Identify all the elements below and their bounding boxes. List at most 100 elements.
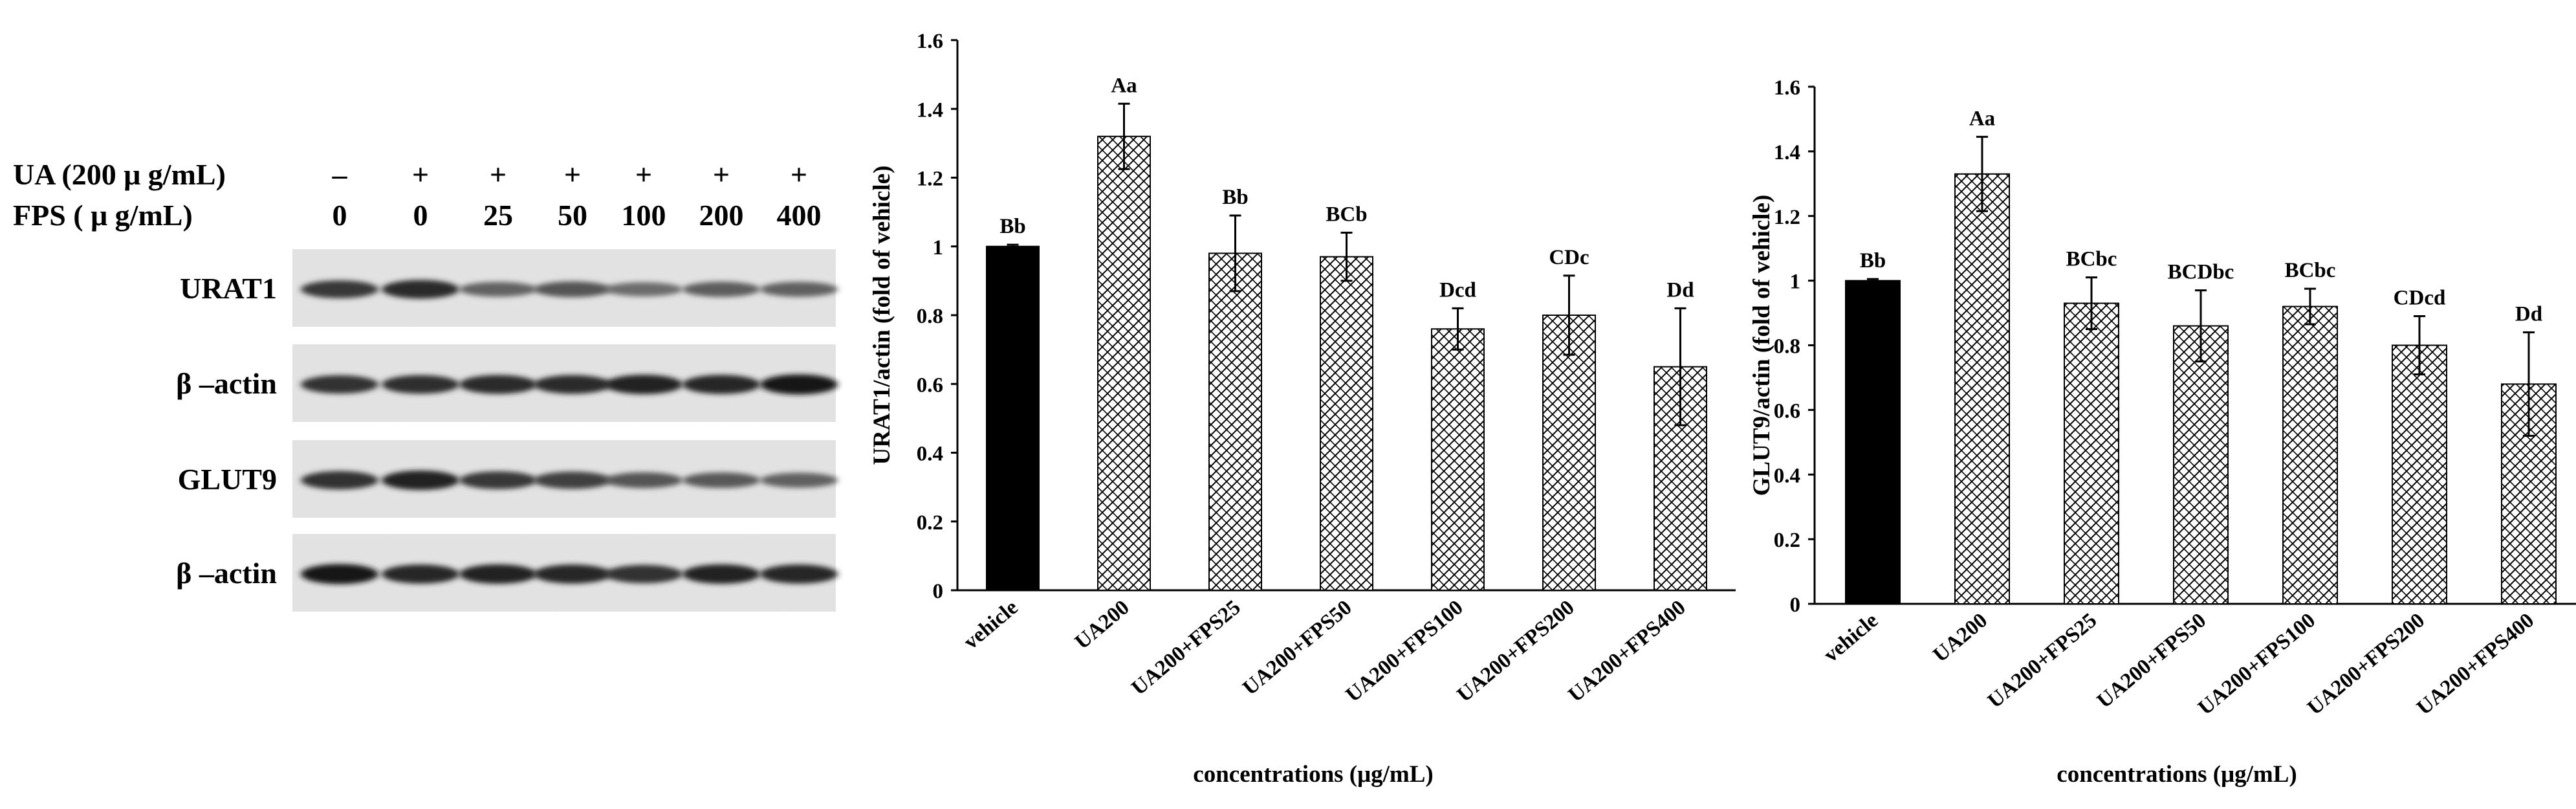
significance-label: BCbc <box>2285 259 2336 282</box>
bar <box>1097 135 1151 591</box>
bar <box>1431 328 1485 591</box>
significance-label: Aa <box>1969 107 1995 130</box>
category-label: UA200+FPS50 <box>2093 609 2210 713</box>
blot-band <box>534 564 611 584</box>
category-label: UA200+FPS400 <box>2412 609 2538 720</box>
blot-panel <box>292 534 838 612</box>
y-axis-title: URAT1/actin (fold of vehicle) <box>869 166 895 465</box>
y-tick-label: 1.2 <box>917 168 943 191</box>
y-tick-label: 0.2 <box>917 511 943 535</box>
blot-panel <box>292 440 838 518</box>
blot-band <box>459 282 537 297</box>
protein-label: URAT1 <box>180 272 277 305</box>
category-label: UA200+FPS25 <box>1983 609 2101 713</box>
bar <box>2064 302 2119 604</box>
protein-label: β –actin <box>176 367 277 400</box>
y-tick-label: 1.4 <box>917 98 943 122</box>
lane-value: 400 <box>777 199 822 232</box>
significance-label: Dcd <box>1439 278 1476 302</box>
blot-band <box>459 375 537 394</box>
category-label: UA200+FPS200 <box>1453 596 1579 707</box>
blot-band <box>760 374 838 395</box>
bar <box>1542 315 1596 591</box>
blot-band <box>760 472 838 488</box>
bar-chart: 0 0.2 0.4 0.6 0.8 1 1.2 1.4 1.6 GLUT9/actin (fold… <box>1749 76 2576 788</box>
blot-band <box>760 564 838 584</box>
lane-value: + <box>490 158 507 191</box>
category-label: UA200+FPS100 <box>1342 596 1468 707</box>
category-label: UA200+FPS400 <box>1564 596 1690 707</box>
blot-band <box>534 281 611 298</box>
blot-band <box>382 280 459 299</box>
bar-charts: 0 0.2 0.4 0.6 0.8 1 1.2 1.4 1.6 URAT1/actin (fold… <box>869 30 2576 788</box>
lane-value: + <box>713 158 730 191</box>
y-tick-label: 1 <box>1790 271 1801 294</box>
condition-label: FPS ( μ g/mL) <box>13 199 193 232</box>
y-tick-label: 0.6 <box>917 373 943 397</box>
significance-label: Dd <box>1666 278 1694 302</box>
significance-label: Aa <box>1111 74 1137 97</box>
y-axis-title: GLUT9/actin (fold of vehicle) <box>1749 195 1775 496</box>
blot-panel <box>292 344 838 422</box>
blot-band <box>382 564 459 584</box>
blot-panel <box>292 249 838 327</box>
significance-label: Bb <box>999 215 1025 238</box>
y-tick-label: 0.4 <box>917 443 943 466</box>
blot-band <box>605 472 682 489</box>
y-tick-label: 1.6 <box>917 30 943 53</box>
y-tick-label: 0.2 <box>1774 529 1800 552</box>
significance-label: Bb <box>1860 249 1886 272</box>
bar <box>1320 256 1373 591</box>
category-label: UA200+FPS50 <box>1238 596 1356 700</box>
significance-label: CDcd <box>2394 287 2446 310</box>
bar <box>2173 325 2229 604</box>
blot-band <box>534 471 611 489</box>
x-axis-title: concentrations (μg/mL) <box>2057 761 2297 788</box>
lane-value: 0 <box>333 199 347 232</box>
blot-band <box>459 471 537 489</box>
lane-value: + <box>635 158 652 191</box>
y-tick-label: 0.6 <box>1774 399 1800 423</box>
y-tick-label: 0 <box>1790 593 1801 617</box>
bar-chart: 0 0.2 0.4 0.6 0.8 1 1.2 1.4 1.6 URAT1/actin (fold… <box>869 30 1736 788</box>
y-tick-label: 1.4 <box>1774 141 1800 164</box>
lane-value: + <box>564 158 581 191</box>
bar <box>986 245 1040 591</box>
y-tick-label: 1 <box>933 236 944 260</box>
blot-band <box>682 375 760 394</box>
protein-label: β –actin <box>176 557 277 590</box>
bar <box>1845 280 1901 604</box>
lane-value: – <box>332 158 348 191</box>
blot-band <box>605 375 682 394</box>
blot-band <box>534 375 611 394</box>
bar <box>2392 344 2447 604</box>
significance-label: Bb <box>1222 186 1248 209</box>
condition-label: UA (200 μ g/mL) <box>13 158 226 191</box>
blot-band <box>605 282 682 296</box>
blot-band <box>459 564 537 584</box>
y-tick-label: 1.2 <box>1774 206 1800 229</box>
category-label: vehicle <box>1820 609 1883 667</box>
blot-band <box>605 564 682 584</box>
bar <box>2282 305 2338 604</box>
y-tick-label: 0.4 <box>1774 464 1800 487</box>
lane-value: 25 <box>483 199 513 232</box>
blot-band <box>301 280 378 298</box>
lane-value: 200 <box>699 199 744 232</box>
significance-label: BCb <box>1326 203 1367 227</box>
category-label: UA200 <box>1071 596 1134 654</box>
lane-value: 50 <box>558 199 587 232</box>
y-tick-label: 0.8 <box>1774 335 1800 359</box>
y-tick-label: 0.8 <box>917 305 943 328</box>
lane-value: + <box>791 158 807 191</box>
blot-band <box>382 375 459 394</box>
western-blot: UA (200 μ g/mL) – + + + + + + FPS ( μ g/mL) 0 0 25 5… <box>13 158 838 612</box>
category-label: UA200+FPS25 <box>1127 596 1245 700</box>
blot-band <box>682 472 760 488</box>
significance-label: BCDbc <box>2168 261 2234 284</box>
bar <box>1208 252 1262 591</box>
lane-value: 100 <box>622 199 666 232</box>
protein-label: GLUT9 <box>178 463 277 496</box>
blot-band <box>760 282 838 297</box>
